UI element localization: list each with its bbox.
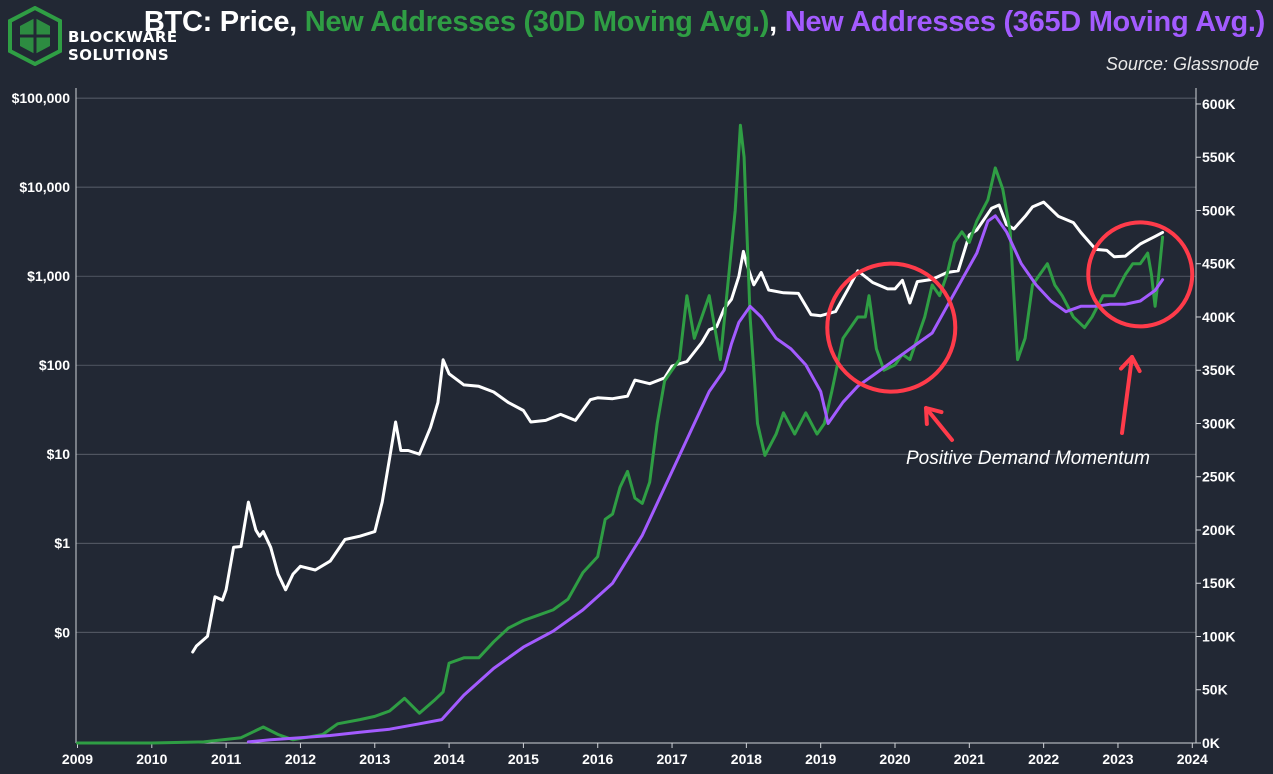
- y-right-tick-label: 150K: [1202, 575, 1235, 591]
- annotation-arrow-left: [924, 406, 954, 442]
- chart-title: BTC: Price, New Addresses (30D Moving Av…: [144, 6, 1265, 39]
- logo-text-line1: BLOCKWARE: [68, 28, 178, 46]
- y-left-tick-label: $1,000: [27, 268, 70, 284]
- title-separator: ,: [289, 6, 305, 38]
- brand-logo: BLOCKWARE SOLUTIONS: [6, 6, 177, 70]
- y-right-tick-label: 200K: [1202, 522, 1235, 538]
- x-tick-label: 2021: [954, 751, 985, 767]
- x-tick-label: 2024: [1177, 751, 1208, 767]
- title-new-addresses-365d: New Addresses (365D Moving Avg.): [784, 6, 1266, 38]
- x-tick-label: 2022: [1028, 751, 1059, 767]
- x-tick-label: 2016: [582, 751, 613, 767]
- x-tick-label: 2017: [656, 751, 687, 767]
- y-right-tick-label: 550K: [1202, 149, 1235, 165]
- price-series-line: [191, 200, 1165, 654]
- x-tick-label: 2015: [508, 751, 539, 767]
- y-left-tick-label: $10,000: [19, 179, 70, 195]
- y-right-tick-label: 0K: [1202, 735, 1220, 751]
- source-label: Source: Glassnode: [1105, 54, 1259, 74]
- title-separator-2: ,: [769, 6, 785, 38]
- annotation-arrow-right-head: [1118, 355, 1142, 374]
- x-tick-label: 2023: [1102, 751, 1133, 767]
- x-tick-label: 2019: [805, 751, 836, 767]
- new-addresses-30d-series-line: [76, 123, 1165, 745]
- y-left-tick-label: $1: [54, 535, 70, 551]
- y-right-tick-label: 250K: [1202, 469, 1235, 485]
- y-right-tick-label: 100K: [1202, 628, 1235, 644]
- y-left-tick-label: $0: [54, 624, 70, 640]
- highlight-circle: [825, 261, 958, 394]
- x-tick-label: 2020: [879, 751, 910, 767]
- x-tick-label: 2014: [434, 751, 465, 767]
- highlight-circle: [1086, 220, 1195, 329]
- y-right-tick-label: 300K: [1202, 415, 1235, 431]
- annotation-label: Positive Demand Momentum: [906, 448, 1150, 469]
- new-addresses-365d-series-line: [246, 214, 1165, 744]
- x-tick-label: 2013: [359, 751, 390, 767]
- y-right-tick-label: 450K: [1202, 256, 1235, 272]
- title-new-addresses-30d: New Addresses (30D Moving Avg.): [304, 6, 770, 38]
- annotation-arrow-right: [1120, 355, 1134, 435]
- y-left-tick-label: $10: [47, 446, 71, 462]
- y-right-tick-label: 600K: [1202, 96, 1235, 112]
- logo-mark-icon: [8, 6, 62, 66]
- title-price: BTC: Price: [143, 6, 290, 38]
- annotation-arrow-left-head: [924, 406, 944, 426]
- y-right-tick-label: 350K: [1202, 362, 1235, 378]
- logo-text-line2: SOLUTIONS: [68, 46, 170, 64]
- x-tick-label: 2011: [211, 751, 242, 767]
- x-tick-label: 2010: [136, 751, 167, 767]
- y-left-tick-label: $100: [39, 357, 70, 373]
- y-left-tick-label: $100,000: [12, 90, 71, 106]
- y-right-tick-label: 500K: [1202, 202, 1235, 218]
- y-right-tick-label: 50K: [1202, 682, 1228, 698]
- x-tick-label: 2012: [285, 751, 316, 767]
- x-tick-label: 2009: [62, 751, 93, 767]
- x-tick-label: 2018: [731, 751, 762, 767]
- y-right-tick-label: 400K: [1202, 309, 1235, 325]
